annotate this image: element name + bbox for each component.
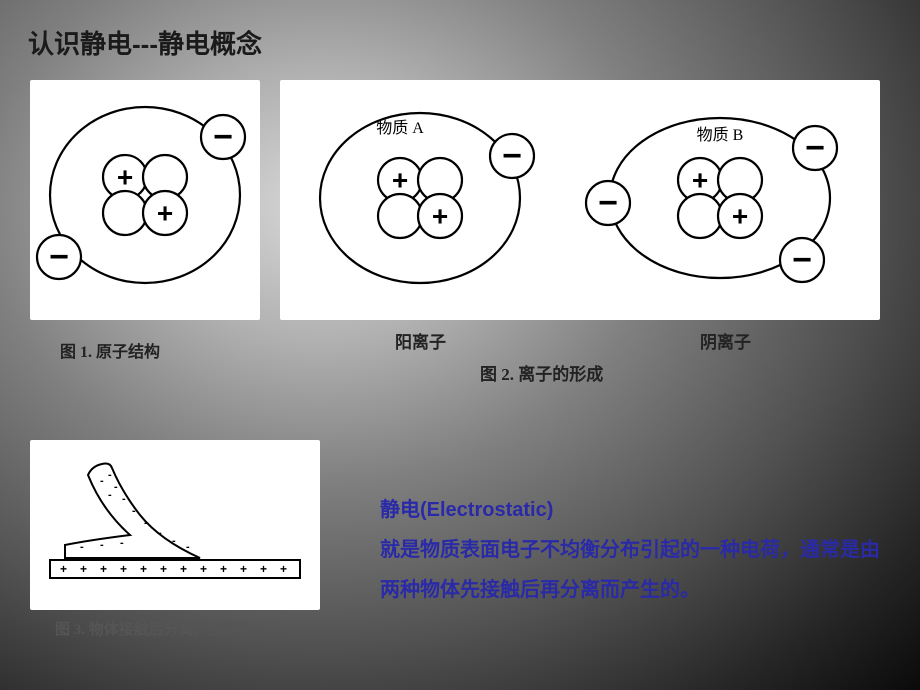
svg-text:−: −	[598, 184, 618, 222]
anion-label: 阴离子	[700, 328, 751, 353]
svg-text:+: +	[160, 562, 167, 576]
definition-body: 就是物质表面电子不均衡分布引起的一种电荷，通常是由两种物体先接触后再分离而产生的…	[380, 530, 880, 610]
svg-text:+: +	[60, 562, 67, 576]
svg-text:+: +	[80, 562, 87, 576]
svg-text:-: -	[114, 481, 118, 493]
figure-3-separation: +++ +++ +++ +++ --- --- -- --- --	[30, 440, 320, 610]
svg-text:-: -	[158, 527, 162, 539]
svg-text:+: +	[220, 562, 227, 576]
svg-text:+: +	[100, 562, 107, 576]
definition-heading: 静电(Electrostatic)	[380, 490, 880, 530]
svg-text:+: +	[140, 562, 147, 576]
svg-text:+: +	[392, 165, 408, 196]
svg-text:+: +	[260, 562, 267, 576]
svg-text:-: -	[122, 493, 126, 505]
svg-text:+: +	[280, 562, 287, 576]
svg-text:物质 B: 物质 B	[697, 126, 744, 144]
svg-text:+: +	[180, 562, 187, 576]
figure-2-caption: 图 2. 离子的形成	[480, 360, 603, 385]
svg-text:物质 A: 物质 A	[376, 119, 424, 137]
svg-text:-: -	[120, 537, 124, 549]
svg-text:-: -	[108, 469, 112, 481]
svg-text:+: +	[692, 165, 708, 196]
svg-text:-: -	[108, 489, 112, 501]
svg-text:-: -	[132, 505, 136, 517]
figure-2-ions: + + − 物质 A + + − − − 物质 B	[280, 80, 880, 320]
svg-text:+: +	[240, 562, 247, 576]
svg-text:-: -	[80, 541, 84, 553]
svg-text:−: −	[805, 129, 825, 167]
cation-label: 阳离子	[395, 328, 446, 353]
svg-text:+: +	[117, 162, 133, 193]
svg-text:-: -	[100, 539, 104, 551]
svg-text:+: +	[200, 562, 207, 576]
svg-text:-: -	[100, 475, 104, 487]
svg-text:+: +	[732, 201, 748, 232]
svg-text:−: −	[213, 118, 233, 156]
figure-1-caption: 图 1. 原子结构	[60, 338, 160, 362]
svg-text:-: -	[144, 517, 148, 529]
page-title: 认识静电---静电概念	[28, 24, 262, 61]
figure-1-atom: + + − −	[30, 80, 260, 320]
svg-text:−: −	[502, 137, 522, 175]
svg-text:−: −	[49, 238, 69, 276]
svg-text:+: +	[157, 198, 173, 229]
svg-text:+: +	[120, 562, 127, 576]
svg-text:−: −	[792, 241, 812, 279]
svg-text:+: +	[432, 201, 448, 232]
svg-text:-: -	[172, 535, 176, 547]
figure-3-caption: 图 3. 物体接触后分离产生静电	[55, 618, 254, 639]
svg-text:-: -	[186, 541, 190, 553]
definition-block: 静电(Electrostatic) 就是物质表面电子不均衡分布引起的一种电荷，通…	[380, 490, 880, 610]
